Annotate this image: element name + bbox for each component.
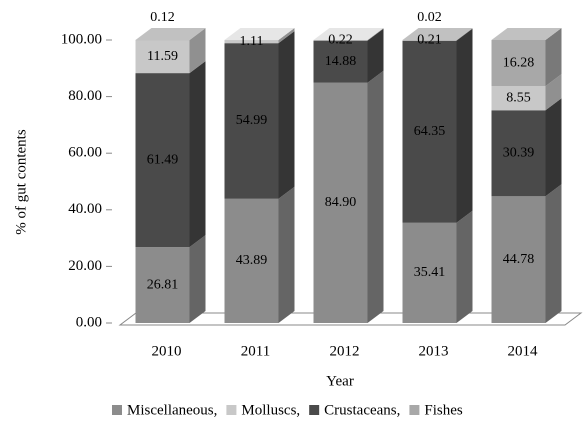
bar-side (367, 28, 384, 41)
data-label: 44.78 (503, 252, 535, 267)
floor (118, 312, 583, 326)
legend-label: Fishes (424, 402, 463, 418)
bar-side (545, 74, 562, 111)
data-label: 1.11 (240, 34, 264, 49)
data-label: 54.99 (236, 113, 268, 128)
x-tick-label: 2011 (241, 343, 270, 359)
bar-side (367, 28, 384, 83)
bar-segment (402, 40, 457, 223)
x-tick-label: 2012 (330, 343, 360, 359)
bar-side (456, 210, 473, 323)
data-label: 61.49 (147, 152, 179, 167)
data-label: 11.59 (147, 49, 178, 64)
bar-side (278, 28, 295, 44)
bar-top (491, 28, 562, 40)
data-label: 43.89 (236, 253, 268, 268)
data-label: 0.22 (328, 33, 353, 48)
data-label: 35.41 (414, 265, 446, 280)
bar-side (545, 28, 562, 87)
bar-segment (491, 196, 546, 323)
bar-side (278, 31, 295, 199)
legend-swatch (226, 405, 237, 415)
x-tick-label: 2013 (419, 343, 449, 359)
y-tick-label: 80.00 (68, 88, 102, 104)
bar-segment (491, 110, 546, 197)
legend-swatch (409, 405, 420, 415)
legend-label: Miscellaneous, (127, 402, 217, 418)
bar-side (189, 27, 206, 41)
bar-top (224, 28, 295, 41)
y-tick-label: 40.00 (68, 201, 102, 217)
bar-segment (313, 82, 368, 323)
bar-top (135, 27, 206, 40)
bar-side (189, 28, 206, 74)
bar-segment (224, 198, 279, 323)
bar-top (402, 28, 473, 41)
data-label: 0.02 (417, 10, 442, 25)
legend-label: Crustaceans, (324, 402, 400, 418)
bar-segment (491, 40, 546, 87)
data-label: 0.21 (417, 33, 442, 48)
bar-side (545, 98, 562, 197)
y-tick-label: 60.00 (68, 145, 102, 161)
bar-side (456, 28, 473, 41)
y-tick-label: 100.00 (61, 31, 102, 47)
x-axis-title: Year (326, 373, 354, 389)
data-label: 16.28 (503, 55, 535, 70)
data-label: 14.88 (325, 54, 357, 69)
bar-segment (313, 40, 368, 83)
legend-swatch (309, 405, 320, 415)
bar-side (456, 28, 473, 223)
y-axis-title: % of gut contents (13, 129, 29, 235)
bar-segment (135, 73, 190, 248)
legend-label: Molluscs, (241, 402, 300, 418)
bar-side (367, 70, 384, 323)
bar-segment (313, 40, 368, 41)
x-tick-label: 2010 (152, 343, 182, 359)
bar-side (189, 235, 206, 323)
bar-segment (491, 86, 546, 111)
bar-segment (135, 40, 190, 74)
data-label: 8.55 (506, 90, 531, 105)
bar-side (545, 184, 562, 323)
data-label: 30.39 (503, 145, 535, 160)
legend-swatch (112, 405, 122, 415)
bar-segment (402, 222, 457, 323)
bar-side (189, 61, 206, 248)
bar-segment (224, 40, 279, 44)
bar-side (456, 28, 473, 41)
data-label: 26.81 (147, 277, 179, 292)
y-tick-label: 0.00 (76, 314, 102, 330)
bar-top (313, 28, 384, 40)
bar-segment (402, 40, 457, 41)
data-label: 64.35 (414, 124, 446, 139)
bar-side (278, 186, 295, 323)
data-label: 84.90 (325, 195, 357, 210)
x-tick-label: 2014 (508, 343, 539, 359)
data-label: 0.12 (150, 10, 175, 25)
bar-segment (224, 43, 279, 199)
y-tick-label: 20.00 (68, 258, 102, 274)
bar-segment (135, 247, 190, 323)
